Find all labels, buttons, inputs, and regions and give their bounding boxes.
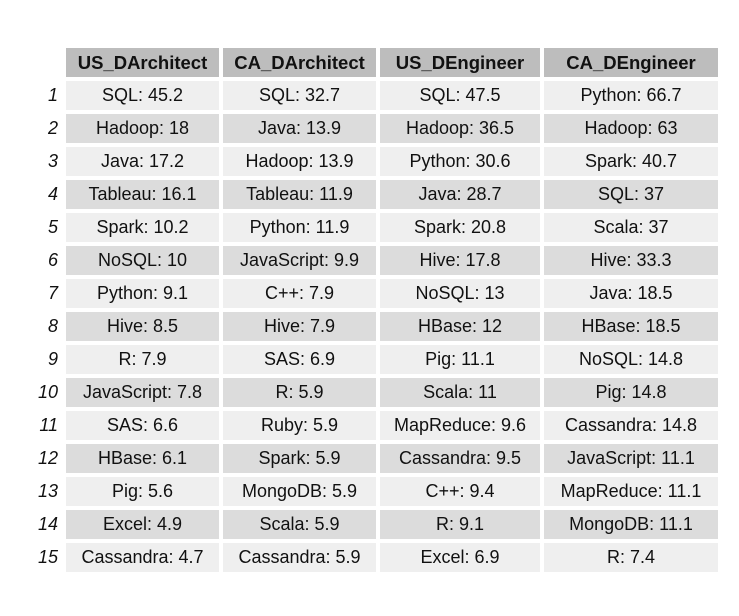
row-rank: 14	[37, 514, 58, 534]
cell-ca-dengineer: Java: 18.5	[544, 279, 718, 308]
cell-ca-dengineer: Python: 66.7	[544, 81, 718, 110]
cell-ca-dengineer: MongoDB: 11.1	[544, 510, 718, 539]
header-corner	[32, 48, 62, 77]
cell-ca-darchitect: Cassandra: 5.9	[223, 543, 376, 572]
table-body: 1 SQL: 45.2 SQL: 32.7 SQL: 47.5 Python: 66.7…	[32, 81, 718, 572]
cell-ca-dengineer: Cassandra: 14.8	[544, 411, 718, 440]
cell-ca-darchitect: Spark: 5.9	[223, 444, 376, 473]
row-rank: 3	[47, 151, 58, 171]
cell-ca-darchitect: Java: 13.9	[223, 114, 376, 143]
cell-us-dengineer: Scala: 11	[380, 378, 540, 407]
cell-us-darchitect: Tableau: 16.1	[66, 180, 219, 209]
cell-ca-darchitect: Ruby: 5.9	[223, 411, 376, 440]
cell-us-darchitect: Java: 17.2	[66, 147, 219, 176]
cell-ca-darchitect: Hive: 7.9	[223, 312, 376, 341]
table-row: 1 SQL: 45.2 SQL: 32.7 SQL: 47.5 Python: 66.7	[32, 81, 718, 110]
header-us-darchitect: US_DArchitect	[66, 48, 219, 77]
cell-us-dengineer: Spark: 20.8	[380, 213, 540, 242]
cell-us-dengineer: Cassandra: 9.5	[380, 444, 540, 473]
cell-us-dengineer: NoSQL: 13	[380, 279, 540, 308]
cell-us-dengineer: Hadoop: 36.5	[380, 114, 540, 143]
cell-ca-darchitect: SQL: 32.7	[223, 81, 376, 110]
cell-ca-darchitect: Scala: 5.9	[223, 510, 376, 539]
cell-us-darchitect: R: 7.9	[66, 345, 219, 374]
table-row: 5 Spark: 10.2 Python: 11.9 Spark: 20.8 Scala…	[32, 213, 718, 242]
cell-ca-darchitect: Hadoop: 13.9	[223, 147, 376, 176]
cell-us-dengineer: Python: 30.6	[380, 147, 540, 176]
table-row: 8 Hive: 8.5 Hive: 7.9 HBase: 12 HBase: 18.5	[32, 312, 718, 341]
table-row: 14 Excel: 4.9 Scala: 5.9 R: 9.1 MongoDB: 11.…	[32, 510, 718, 539]
cell-ca-dengineer: R: 7.4	[544, 543, 718, 572]
cell-ca-dengineer: Pig: 14.8	[544, 378, 718, 407]
table-row: 10 JavaScript: 7.8 R: 5.9 Scala: 11 Pig: 14.…	[32, 378, 718, 407]
table-row: 3 Java: 17.2 Hadoop: 13.9 Python: 30.6 Spark…	[32, 147, 718, 176]
cell-us-dengineer: Pig: 11.1	[380, 345, 540, 374]
table-row: 12 HBase: 6.1 Spark: 5.9 Cassandra: 9.5 Java…	[32, 444, 718, 473]
table-row: 13 Pig: 5.6 MongoDB: 5.9 C++: 9.4 MapReduce:…	[32, 477, 718, 506]
cell-ca-darchitect: Python: 11.9	[223, 213, 376, 242]
header-ca-darchitect: CA_DArchitect	[223, 48, 376, 77]
cell-us-darchitect: SQL: 45.2	[66, 81, 219, 110]
cell-ca-darchitect: R: 5.9	[223, 378, 376, 407]
cell-us-darchitect: HBase: 6.1	[66, 444, 219, 473]
table-row: 9 R: 7.9 SAS: 6.9 Pig: 11.1 NoSQL: 14.8	[32, 345, 718, 374]
cell-ca-darchitect: MongoDB: 5.9	[223, 477, 376, 506]
header-row: US_DArchitect CA_DArchitect US_DEngineer…	[32, 48, 718, 77]
cell-us-dengineer: SQL: 47.5	[380, 81, 540, 110]
cell-us-darchitect: Spark: 10.2	[66, 213, 219, 242]
cell-us-dengineer: R: 9.1	[380, 510, 540, 539]
cell-ca-dengineer: Scala: 37	[544, 213, 718, 242]
row-rank: 2	[47, 118, 58, 138]
cell-ca-dengineer: Hive: 33.3	[544, 246, 718, 275]
cell-ca-dengineer: MapReduce: 11.1	[544, 477, 718, 506]
cell-ca-dengineer: Hadoop: 63	[544, 114, 718, 143]
table-row: 11 SAS: 6.6 Ruby: 5.9 MapReduce: 9.6 Cassand…	[32, 411, 718, 440]
cell-us-darchitect: Pig: 5.6	[66, 477, 219, 506]
row-rank: 5	[47, 217, 58, 237]
row-rank: 12	[37, 448, 58, 468]
cell-us-darchitect: SAS: 6.6	[66, 411, 219, 440]
cell-ca-darchitect: JavaScript: 9.9	[223, 246, 376, 275]
cell-us-darchitect: Hadoop: 18	[66, 114, 219, 143]
cell-ca-dengineer: Spark: 40.7	[544, 147, 718, 176]
cell-us-dengineer: Excel: 6.9	[380, 543, 540, 572]
table-row: 15 Cassandra: 4.7 Cassandra: 5.9 Excel: 6.9…	[32, 543, 718, 572]
table-row: 6 NoSQL: 10 JavaScript: 9.9 Hive: 17.8 Hive:…	[32, 246, 718, 275]
cell-us-darchitect: JavaScript: 7.8	[66, 378, 219, 407]
row-rank: 9	[47, 349, 58, 369]
row-rank: 8	[47, 316, 58, 336]
cell-us-dengineer: MapReduce: 9.6	[380, 411, 540, 440]
row-rank: 15	[37, 547, 58, 567]
skills-table: US_DArchitect CA_DArchitect US_DEngineer…	[28, 44, 722, 576]
row-rank: 7	[47, 283, 58, 303]
row-rank: 10	[37, 382, 58, 402]
cell-us-darchitect: Hive: 8.5	[66, 312, 219, 341]
cell-us-darchitect: Python: 9.1	[66, 279, 219, 308]
cell-ca-darchitect: Tableau: 11.9	[223, 180, 376, 209]
cell-us-darchitect: NoSQL: 10	[66, 246, 219, 275]
row-rank: 1	[47, 85, 58, 105]
table-row: 7 Python: 9.1 C++: 7.9 NoSQL: 13 Java: 18.5	[32, 279, 718, 308]
cell-us-darchitect: Excel: 4.9	[66, 510, 219, 539]
row-rank: 13	[37, 481, 58, 501]
cell-ca-darchitect: C++: 7.9	[223, 279, 376, 308]
cell-us-dengineer: Hive: 17.8	[380, 246, 540, 275]
table-row: 2 Hadoop: 18 Java: 13.9 Hadoop: 36.5 Hadoop:…	[32, 114, 718, 143]
cell-us-darchitect: Cassandra: 4.7	[66, 543, 219, 572]
cell-ca-dengineer: SQL: 37	[544, 180, 718, 209]
cell-us-dengineer: HBase: 12	[380, 312, 540, 341]
row-rank: 4	[47, 184, 58, 204]
cell-ca-darchitect: SAS: 6.9	[223, 345, 376, 374]
cell-us-dengineer: Java: 28.7	[380, 180, 540, 209]
row-rank: 6	[47, 250, 58, 270]
cell-us-dengineer: C++: 9.4	[380, 477, 540, 506]
header-ca-dengineer: CA_DEngineer	[544, 48, 718, 77]
cell-ca-dengineer: NoSQL: 14.8	[544, 345, 718, 374]
cell-ca-dengineer: HBase: 18.5	[544, 312, 718, 341]
row-rank: 11	[39, 415, 58, 435]
header-us-dengineer: US_DEngineer	[380, 48, 540, 77]
cell-ca-dengineer: JavaScript: 11.1	[544, 444, 718, 473]
table-row: 4 Tableau: 16.1 Tableau: 11.9 Java: 28.7 SQL…	[32, 180, 718, 209]
